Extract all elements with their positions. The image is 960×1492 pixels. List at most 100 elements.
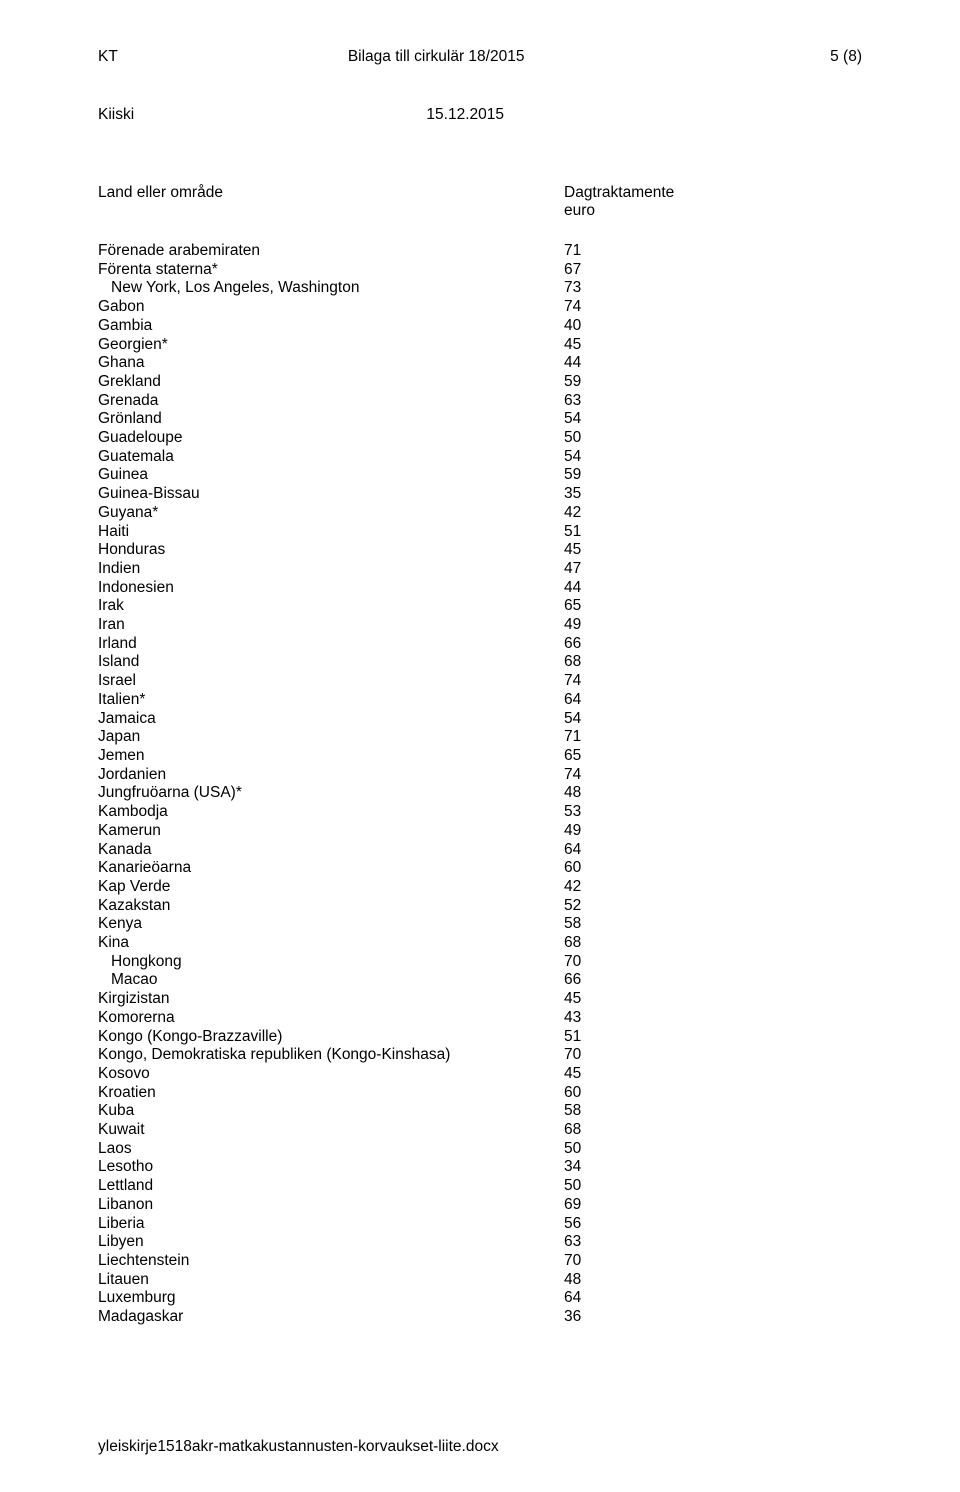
table-row: Kuba58	[98, 1102, 862, 1121]
page-header: KT Bilaga till cirkulär 18/2015 5 (8)	[98, 48, 862, 66]
row-label: Israel	[98, 672, 564, 691]
table-row: Kuwait68	[98, 1121, 862, 1140]
table-row: Guyana*42	[98, 504, 862, 523]
row-value: 66	[564, 971, 581, 990]
subheader-author: Kiiski	[98, 106, 134, 124]
table-row: Liberia56	[98, 1215, 862, 1234]
row-value: 45	[564, 990, 581, 1009]
table-row: Georgien*45	[98, 336, 862, 355]
row-value: 67	[564, 261, 581, 280]
row-value: 64	[564, 1289, 581, 1308]
row-label: Jordanien	[98, 766, 564, 785]
table-row: Grönland54	[98, 410, 862, 429]
table-row: Israel74	[98, 672, 862, 691]
row-label: Kanada	[98, 841, 564, 860]
table-row: Kosovo45	[98, 1065, 862, 1084]
row-value: 63	[564, 392, 581, 411]
row-label: Grekland	[98, 373, 564, 392]
row-value: 54	[564, 448, 581, 467]
row-label: Ghana	[98, 354, 564, 373]
row-label: Jungfruöarna (USA)*	[98, 784, 564, 803]
row-value: 45	[564, 541, 581, 560]
row-value: 60	[564, 859, 581, 878]
row-value: 52	[564, 897, 581, 916]
row-value: 69	[564, 1196, 581, 1215]
table-row: Kanarieöarna60	[98, 859, 862, 878]
row-label: Irland	[98, 635, 564, 654]
row-value: 71	[564, 728, 581, 747]
row-value: 50	[564, 1177, 581, 1196]
table-row: Haiti51	[98, 523, 862, 542]
table-row: Kongo, Demokratiska republiken (Kongo-Ki…	[98, 1046, 862, 1065]
table-row: Komorerna43	[98, 1009, 862, 1028]
row-value: 45	[564, 1065, 581, 1084]
row-label: Lesotho	[98, 1158, 564, 1177]
row-value: 48	[564, 1271, 581, 1290]
row-value: 50	[564, 429, 581, 448]
page-subheader: Kiiski 15.12.2015	[98, 106, 862, 124]
table-row: Guatemala54	[98, 448, 862, 467]
table-row: Liechtenstein70	[98, 1252, 862, 1271]
row-label: Grenada	[98, 392, 564, 411]
row-label: Kap Verde	[98, 878, 564, 897]
row-value: 68	[564, 653, 581, 672]
table-row: Litauen48	[98, 1271, 862, 1290]
row-label: Indonesien	[98, 579, 564, 598]
row-value: 58	[564, 915, 581, 934]
row-label: New York, Los Angeles, Washington	[98, 279, 564, 298]
row-label: Irak	[98, 597, 564, 616]
row-label: Guatemala	[98, 448, 564, 467]
table-row: Kenya58	[98, 915, 862, 934]
row-label: Luxemburg	[98, 1289, 564, 1308]
row-value: 59	[564, 373, 581, 392]
row-value: 42	[564, 878, 581, 897]
header-org: KT	[98, 48, 118, 66]
row-label: Kongo, Demokratiska republiken (Kongo-Ki…	[98, 1046, 564, 1065]
table-row: Kina68	[98, 934, 862, 953]
table-row: Guadeloupe50	[98, 429, 862, 448]
row-label: Kina	[98, 934, 564, 953]
row-label: Liberia	[98, 1215, 564, 1234]
row-label: Hongkong	[98, 953, 564, 972]
table-row: Kamerun49	[98, 822, 862, 841]
table-row: Jemen65	[98, 747, 862, 766]
table-row: Laos50	[98, 1140, 862, 1159]
table-row: Kazakstan52	[98, 897, 862, 916]
row-label: Jemen	[98, 747, 564, 766]
table-row: New York, Los Angeles, Washington73	[98, 279, 862, 298]
row-label: Kroatien	[98, 1084, 564, 1103]
row-label: Kamerun	[98, 822, 564, 841]
row-value: 44	[564, 579, 581, 598]
table-row: Island68	[98, 653, 862, 672]
row-label: Kirgizistan	[98, 990, 564, 1009]
row-value: 70	[564, 1046, 581, 1065]
table-row: Kirgizistan45	[98, 990, 862, 1009]
row-label: Förenade arabemiraten	[98, 242, 564, 261]
table-row: Hongkong70	[98, 953, 862, 972]
table-row: Jamaica54	[98, 710, 862, 729]
table-row: Guinea-Bissau35	[98, 485, 862, 504]
row-label: Förenta staterna*	[98, 261, 564, 280]
row-label: Guyana*	[98, 504, 564, 523]
row-label: Kazakstan	[98, 897, 564, 916]
table-row: Italien*64	[98, 691, 862, 710]
row-value: 70	[564, 1252, 581, 1271]
row-label: Haiti	[98, 523, 564, 542]
row-value: 42	[564, 504, 581, 523]
table-row: Jungfruöarna (USA)*48	[98, 784, 862, 803]
row-value: 74	[564, 298, 581, 317]
row-label: Kambodja	[98, 803, 564, 822]
row-value: 60	[564, 1084, 581, 1103]
row-value: 49	[564, 616, 581, 635]
table-row: Kroatien60	[98, 1084, 862, 1103]
table-row: Kanada64	[98, 841, 862, 860]
column-header-land: Land eller område	[98, 184, 564, 220]
row-value: 68	[564, 934, 581, 953]
table-row: Gambia40	[98, 317, 862, 336]
data-table: Förenade arabemiraten 71 Förenta staterna*…	[98, 242, 862, 1327]
table-row: Macao66	[98, 971, 862, 990]
table-row: Indonesien44	[98, 579, 862, 598]
row-label: Macao	[98, 971, 564, 990]
row-value: 40	[564, 317, 581, 336]
row-label: Indien	[98, 560, 564, 579]
